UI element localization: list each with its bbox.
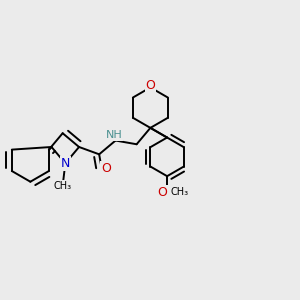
Text: O: O [158, 186, 168, 199]
Text: NH: NH [106, 130, 122, 140]
Text: N: N [61, 157, 70, 170]
Text: CH₃: CH₃ [54, 181, 72, 191]
Text: O: O [146, 79, 155, 92]
Text: O: O [101, 162, 111, 175]
Text: CH₃: CH₃ [171, 187, 189, 197]
